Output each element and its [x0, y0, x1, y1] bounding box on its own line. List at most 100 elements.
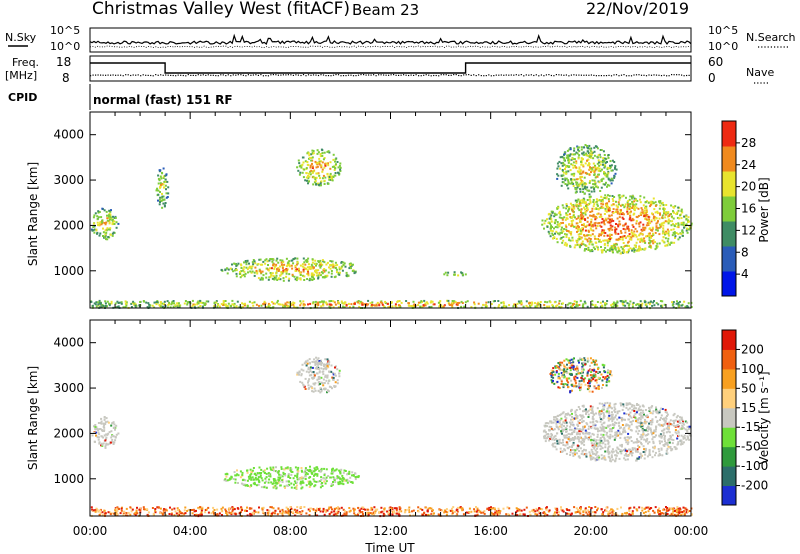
range-cell: [100, 303, 103, 306]
range-cell: [295, 279, 298, 282]
nave-point: [543, 75, 545, 77]
range-cell: [605, 181, 607, 184]
range-cell: [592, 199, 595, 201]
range-cell: [628, 198, 631, 201]
range-cell: [679, 428, 682, 431]
range-cell: [586, 432, 589, 435]
range-cell: [678, 434, 680, 437]
range-cell: [284, 302, 287, 305]
range-cell: [592, 452, 594, 455]
range-cell: [596, 147, 599, 150]
nave-point: [290, 74, 292, 76]
range-cell: [620, 232, 623, 234]
range-cell: [602, 220, 605, 223]
range-cell: [254, 266, 257, 269]
range-cell: [592, 229, 595, 232]
range-cell: [589, 168, 592, 171]
range-cell: [586, 186, 589, 189]
range-cell: [633, 197, 636, 200]
range-cell: [615, 223, 617, 225]
range-cell: [599, 448, 602, 451]
range-cell: [319, 259, 322, 262]
range-cell: [442, 305, 445, 308]
range-cell: [576, 437, 579, 440]
range-cell: [660, 407, 663, 410]
range-cell: [305, 172, 308, 175]
range-cell: [320, 164, 323, 167]
range-cell: [571, 437, 574, 439]
range-cell: [505, 305, 508, 308]
range-cell: [112, 231, 115, 234]
range-cell: [288, 480, 291, 483]
range-cell: [639, 423, 642, 426]
range-cell: [148, 303, 151, 306]
nave-point: [655, 74, 658, 76]
range-cell: [104, 445, 107, 448]
range-cell: [120, 301, 123, 304]
range-cell: [315, 269, 318, 272]
range-cell: [577, 198, 580, 201]
nave-point: [638, 74, 640, 76]
range-cell: [200, 301, 203, 304]
range-cell: [604, 302, 607, 305]
range-cell: [225, 479, 228, 482]
range-cell: [616, 418, 619, 421]
range-cell: [596, 306, 599, 309]
nave-point: [448, 74, 450, 76]
range-cell: [601, 200, 604, 203]
range-cell: [663, 438, 666, 441]
range-cell: [601, 218, 604, 220]
range-cell: [305, 484, 308, 487]
range-cell: [609, 160, 612, 163]
nave-point: [666, 75, 668, 77]
range-cell: [102, 305, 105, 307]
range-cell: [336, 477, 338, 480]
range-cell: [638, 303, 641, 306]
range-cell: [554, 214, 557, 216]
range-cell: [336, 382, 339, 385]
range-cell: [589, 405, 592, 408]
range-cell: [240, 267, 243, 269]
range-cell: [329, 167, 332, 170]
range-cell: [272, 302, 275, 305]
range-cell: [160, 196, 163, 199]
range-cell: [302, 257, 305, 260]
range-cell: [687, 219, 690, 222]
nave-point: [643, 74, 645, 76]
nave-point: [400, 74, 402, 76]
range-cell: [667, 428, 670, 430]
range-cell: [446, 274, 449, 277]
range-cell: [331, 165, 334, 168]
power-y-tick-label: 3000: [53, 173, 84, 187]
range-cell: [338, 469, 341, 472]
range-cell: [163, 300, 166, 303]
range-cell: [115, 433, 118, 436]
range-cell: [651, 405, 654, 408]
range-cell: [627, 204, 630, 207]
range-cell: [614, 165, 617, 168]
range-cell: [104, 423, 107, 425]
range-cell: [605, 175, 608, 178]
range-cell: [294, 269, 297, 272]
range-cell: [626, 227, 629, 230]
range-cell: [259, 263, 262, 266]
range-cell: [604, 239, 607, 242]
range-cell: [345, 271, 348, 274]
range-cell: [184, 300, 187, 302]
range-cell: [589, 456, 592, 459]
range-cell: [176, 302, 179, 305]
nave-point: [315, 74, 317, 76]
range-cell: [600, 195, 603, 198]
range-cell: [604, 165, 607, 168]
range-cell: [655, 406, 657, 409]
range-cell: [271, 272, 274, 275]
range-cell: [662, 423, 665, 426]
range-cell: [654, 231, 657, 234]
range-cell: [606, 206, 609, 208]
range-cell: [440, 304, 443, 307]
range-cell: [534, 302, 536, 305]
range-cell: [672, 301, 675, 303]
range-cell: [334, 303, 337, 306]
range-cell: [324, 478, 327, 481]
range-cell: [254, 477, 257, 479]
